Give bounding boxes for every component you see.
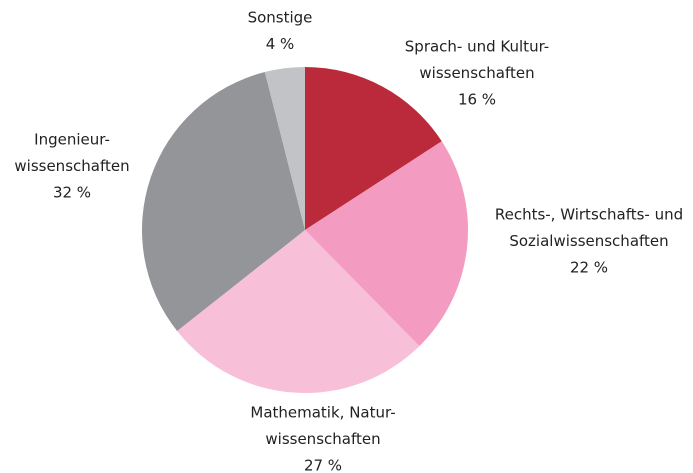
pie-slice xyxy=(177,230,420,393)
pie-slice xyxy=(305,67,442,230)
value-label: 4 % xyxy=(266,35,295,53)
pie-slice xyxy=(305,141,468,347)
slice-label: Ingenieur- xyxy=(34,131,110,149)
pie-slice xyxy=(264,67,305,230)
value-label: 22 % xyxy=(570,259,608,277)
value-label: 16 % xyxy=(458,91,496,109)
slice-label: Mathematik, Natur- xyxy=(250,404,395,422)
pie-slice xyxy=(142,72,305,332)
slice-label: wissenschaften xyxy=(419,64,534,82)
slice-label: wissenschaften xyxy=(14,157,129,175)
slice-label: Sozialwissenschaften xyxy=(509,232,668,250)
slice-label: wissenschaften xyxy=(265,430,380,448)
slice-label: Sonstige xyxy=(248,9,313,27)
value-label: 27 % xyxy=(304,457,342,473)
slice-label: Sprach- und Kultur- xyxy=(405,38,549,56)
value-label: 32 % xyxy=(53,184,91,202)
slice-label: Rechts-, Wirtschafts- und xyxy=(495,206,683,224)
